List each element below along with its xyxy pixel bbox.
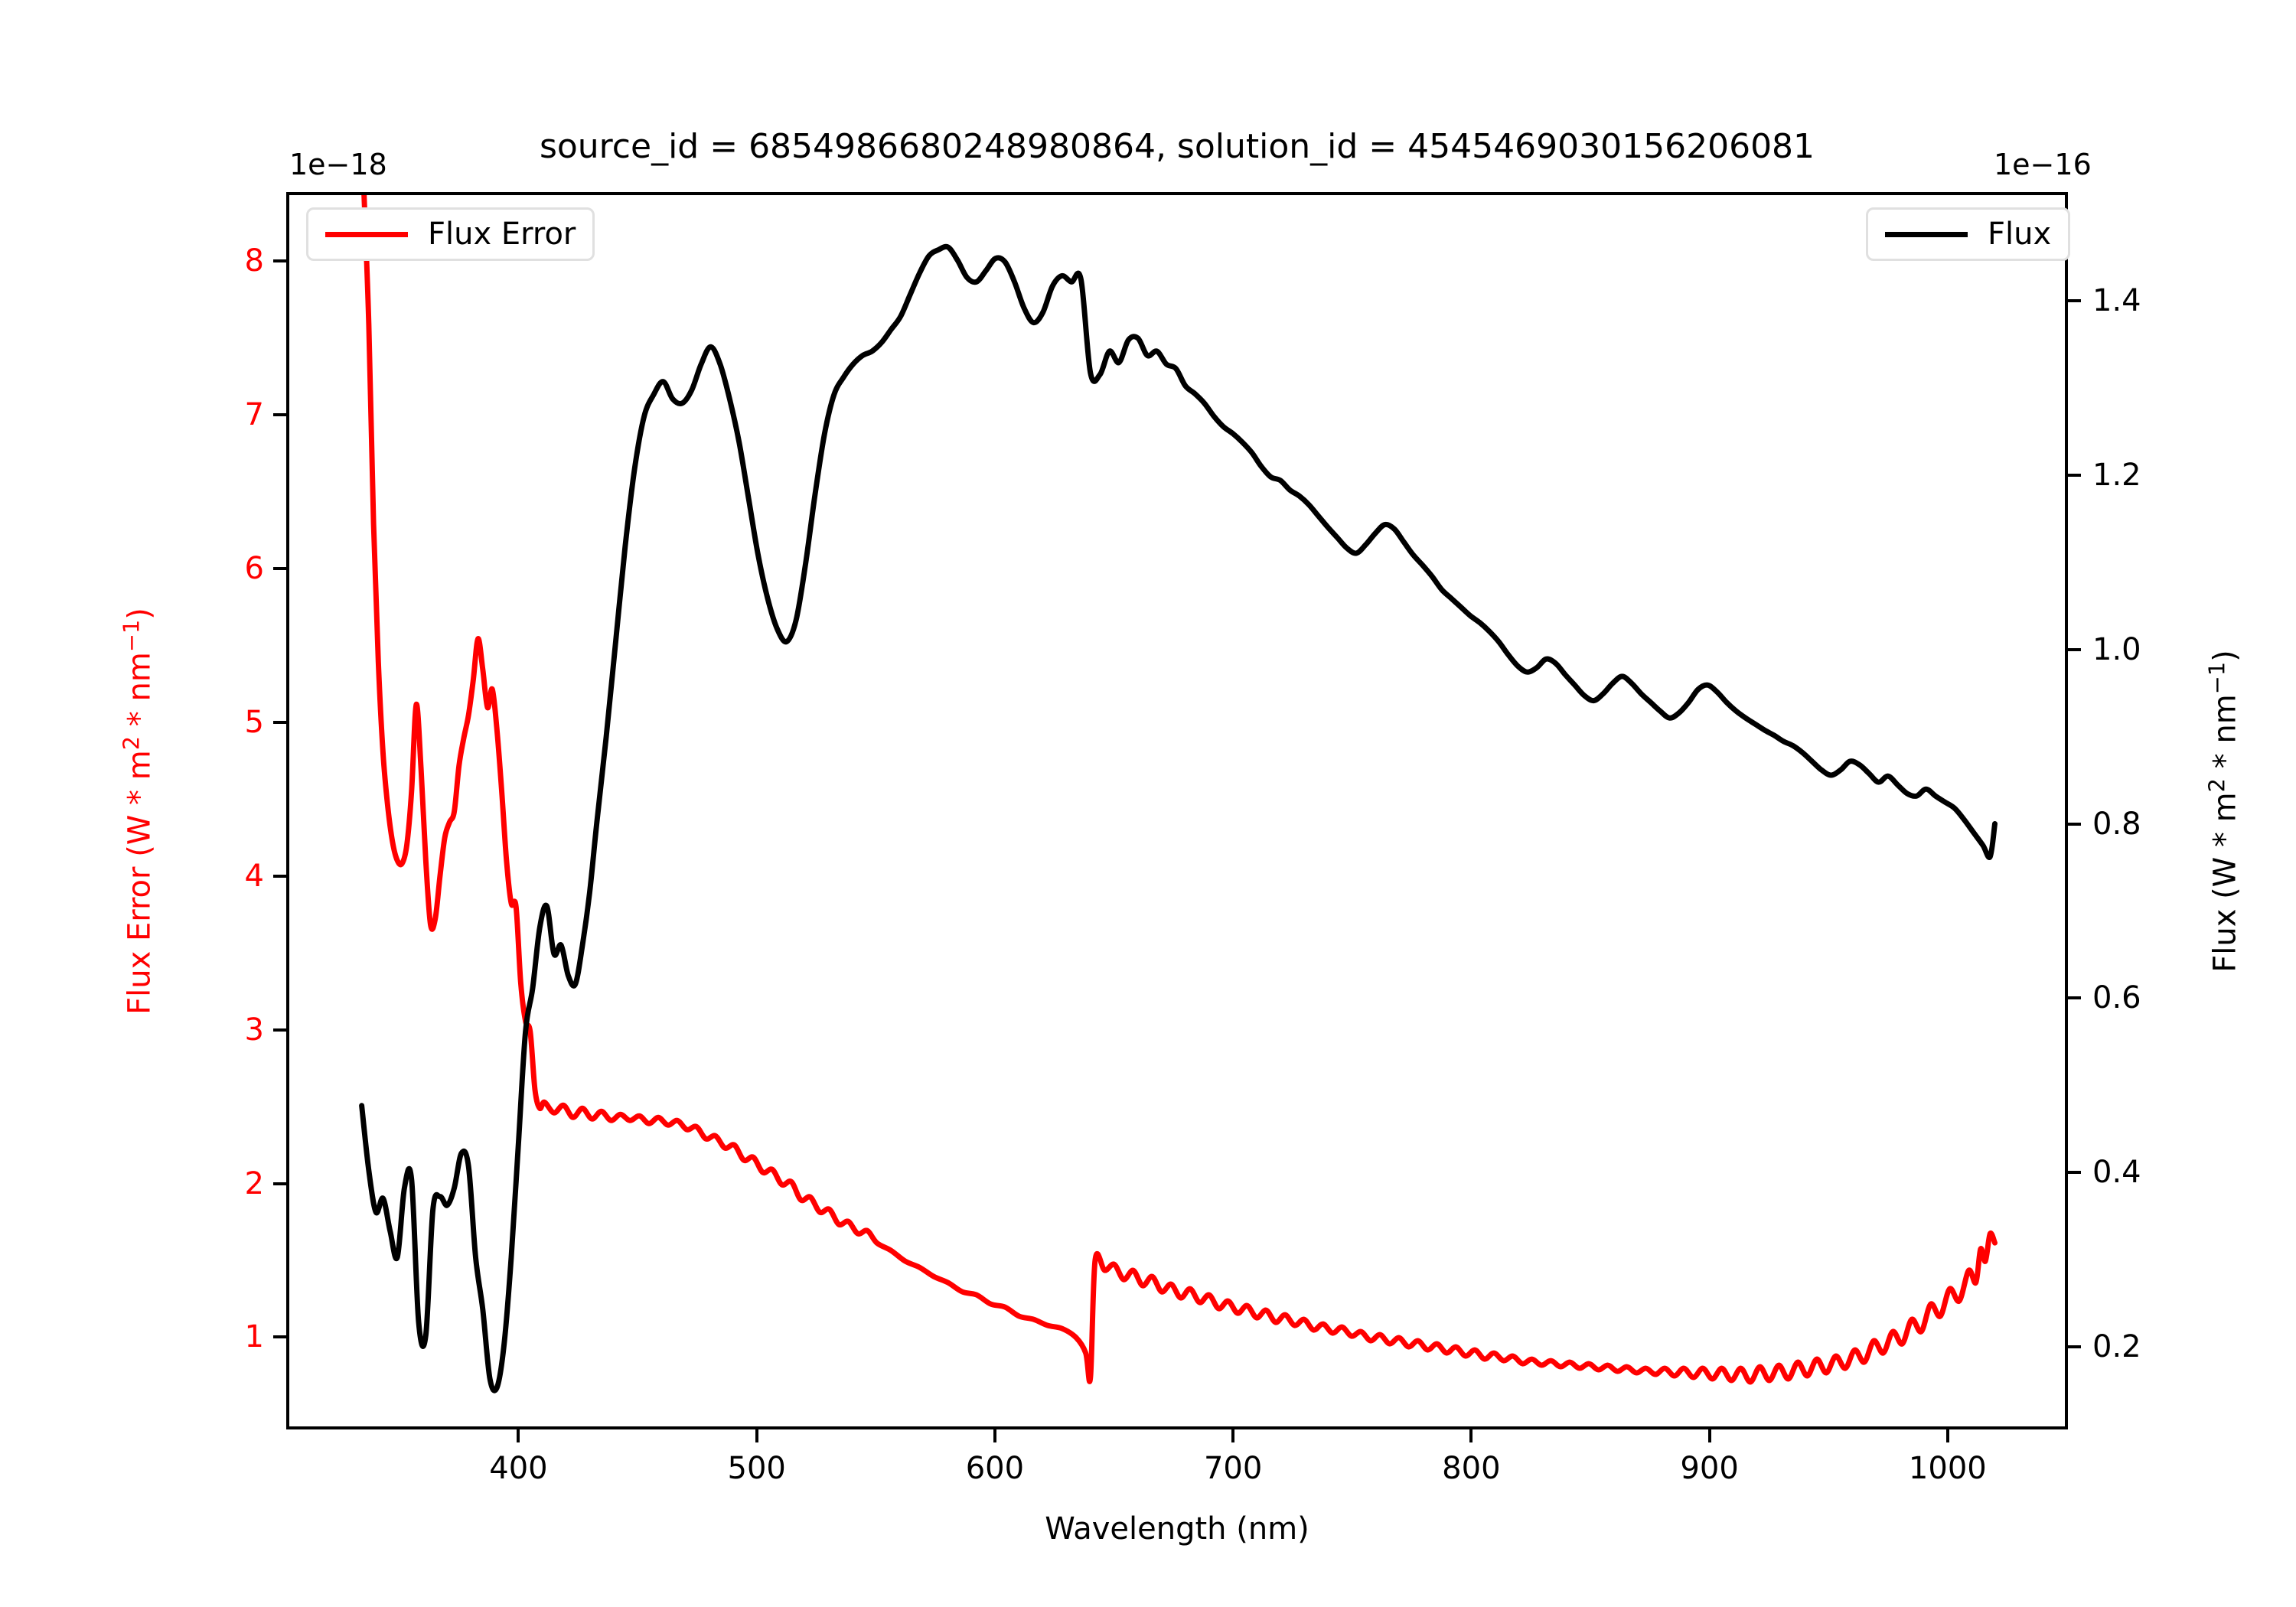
y-left-tick-mark bbox=[273, 874, 286, 878]
y-left-tick-label: 3 bbox=[244, 1012, 264, 1048]
x-tick-label: 800 bbox=[1442, 1451, 1501, 1486]
page-title: source_id = 6854986680248980864, solutio… bbox=[539, 127, 1815, 166]
x-tick-mark bbox=[1469, 1429, 1473, 1442]
x-tick-mark bbox=[755, 1429, 758, 1442]
y-right-tick-mark bbox=[2068, 1345, 2081, 1348]
y-right-tick-label: 0.8 bbox=[2092, 806, 2141, 842]
flux-error-legend-swatch bbox=[325, 231, 408, 237]
y-left-tick-mark bbox=[273, 259, 286, 263]
x-tick-label: 700 bbox=[1203, 1451, 1263, 1486]
y-right-tick-mark bbox=[2068, 647, 2081, 651]
x-tick-mark bbox=[993, 1429, 996, 1442]
x-axis-title: Wavelength (nm) bbox=[1045, 1511, 1309, 1547]
curves-svg bbox=[359, 195, 1998, 1393]
y-left-tick-label: 6 bbox=[244, 551, 264, 587]
flux-curve bbox=[359, 243, 1998, 1393]
y-left-tick-mark bbox=[273, 1028, 286, 1032]
y-right-tick-label: 0.6 bbox=[2092, 980, 2141, 1016]
flux-legend-label: Flux bbox=[1988, 217, 2052, 252]
y-right-tick-label: 1.0 bbox=[2092, 631, 2141, 667]
left-axis-offset-label: 1e−18 bbox=[289, 148, 387, 181]
flux-legend-swatch bbox=[1885, 231, 1968, 237]
y-left-tick-label: 5 bbox=[244, 705, 264, 740]
x-tick-label: 600 bbox=[965, 1451, 1025, 1486]
legend-flux-error[interactable]: Flux Error bbox=[306, 207, 595, 261]
y-right-tick-mark bbox=[2068, 299, 2081, 303]
x-tick-mark bbox=[1707, 1429, 1711, 1442]
y-right-tick-label: 0.2 bbox=[2092, 1328, 2141, 1364]
x-tick-label: 500 bbox=[727, 1451, 786, 1486]
y-right-tick-label: 1.2 bbox=[2092, 458, 2141, 494]
flux-error-legend-label: Flux Error bbox=[428, 217, 576, 252]
y-left-tick-label: 7 bbox=[244, 397, 264, 433]
y-left-tick-mark bbox=[273, 567, 286, 571]
plot-area bbox=[286, 192, 2068, 1429]
x-tick-mark bbox=[1945, 1429, 1949, 1442]
x-tick-label: 900 bbox=[1680, 1451, 1739, 1486]
y-right-tick-mark bbox=[2068, 474, 2081, 478]
y-left-tick-label: 2 bbox=[244, 1165, 264, 1201]
y-left-tick-mark bbox=[273, 1335, 286, 1339]
flux-error-curve bbox=[361, 195, 1998, 1385]
x-tick-mark bbox=[1231, 1429, 1235, 1442]
x-tick-label: 1000 bbox=[1908, 1451, 1987, 1486]
y-left-tick-mark bbox=[273, 721, 286, 724]
y-right-tick-mark bbox=[2068, 1171, 2081, 1175]
y-right-tick-label: 0.4 bbox=[2092, 1155, 2141, 1191]
x-tick-label: 400 bbox=[489, 1451, 548, 1486]
legend-flux[interactable]: Flux bbox=[1866, 207, 2071, 261]
y-left-tick-label: 8 bbox=[244, 243, 264, 279]
y-right-tick-mark bbox=[2068, 822, 2081, 826]
x-tick-mark bbox=[517, 1429, 520, 1442]
y-left-tick-mark bbox=[273, 413, 286, 417]
y-left-tick-mark bbox=[273, 1182, 286, 1185]
y-axis-left-title: Flux Error (W * m2 * nm−1) bbox=[118, 608, 158, 1015]
right-axis-offset-label: 1e−16 bbox=[1994, 148, 2092, 181]
y-axis-right-title: Flux (W * m2 * nm−1) bbox=[2203, 650, 2243, 973]
y-right-tick-mark bbox=[2068, 996, 2081, 1000]
y-right-tick-label: 1.4 bbox=[2092, 283, 2141, 319]
y-left-tick-label: 4 bbox=[244, 858, 264, 894]
y-left-tick-label: 1 bbox=[244, 1319, 264, 1355]
